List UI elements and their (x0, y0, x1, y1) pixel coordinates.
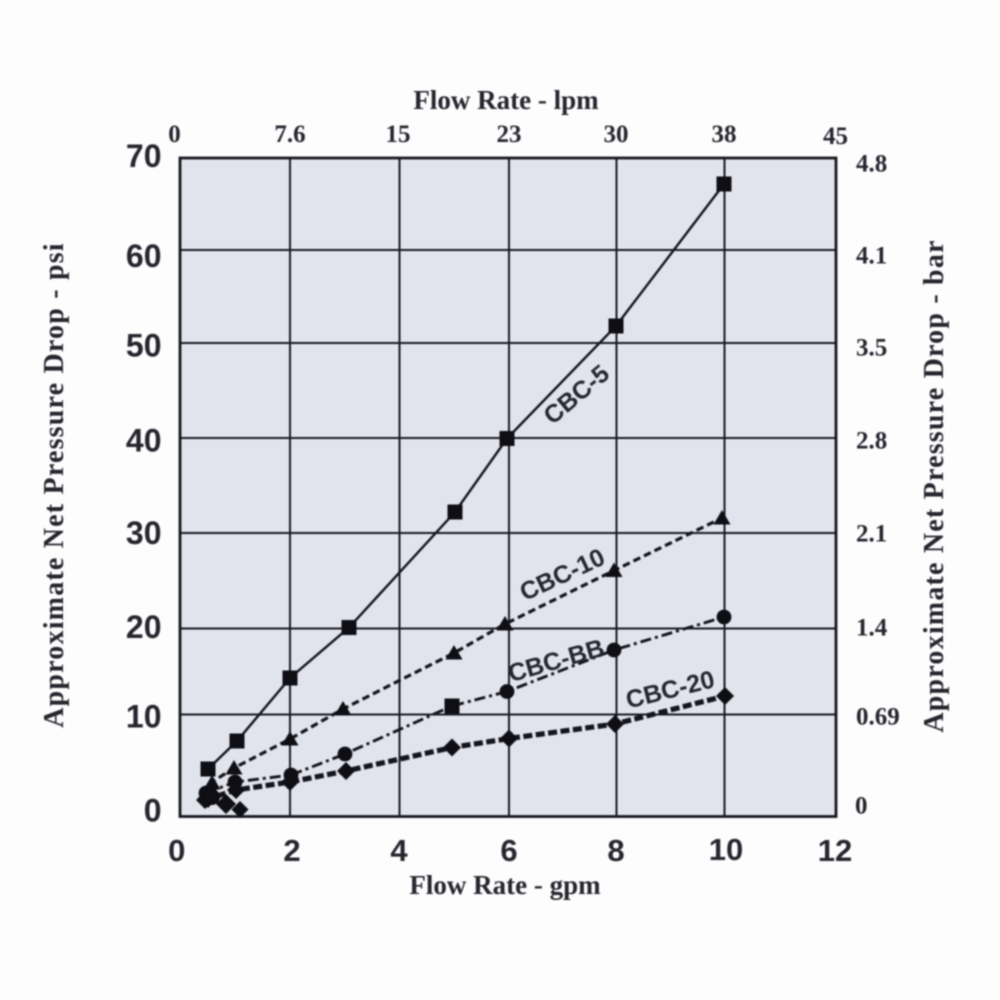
svg-text:Approximate Net Pressure Drop: Approximate Net Pressure Drop - psi (39, 242, 70, 728)
svg-text:Flow Rate - lpm: Flow Rate - lpm (413, 85, 599, 115)
svg-text:40: 40 (126, 423, 162, 459)
svg-text:8: 8 (607, 833, 624, 868)
svg-text:3.5: 3.5 (856, 335, 887, 362)
svg-text:4.1: 4.1 (856, 243, 887, 270)
svg-text:7.6: 7.6 (274, 121, 305, 148)
svg-text:4: 4 (390, 833, 408, 868)
svg-text:0: 0 (144, 793, 162, 829)
svg-text:50: 50 (126, 328, 162, 364)
svg-text:Approximate Net Pressure Drop: Approximate Net Pressure Drop - bar (919, 239, 950, 732)
svg-text:30: 30 (604, 121, 629, 148)
svg-text:0: 0 (168, 121, 181, 148)
svg-text:Flow Rate - gpm: Flow Rate - gpm (409, 870, 601, 900)
svg-text:12: 12 (818, 833, 852, 868)
svg-text:15: 15 (386, 121, 411, 148)
svg-text:0: 0 (168, 833, 185, 868)
svg-text:38: 38 (712, 121, 737, 148)
svg-text:0: 0 (855, 793, 868, 820)
svg-text:20: 20 (126, 609, 162, 645)
svg-text:6: 6 (500, 833, 517, 868)
svg-text:30: 30 (126, 515, 162, 551)
svg-text:1.4: 1.4 (856, 615, 888, 642)
svg-text:10: 10 (126, 699, 162, 735)
svg-text:2.8: 2.8 (856, 428, 887, 455)
svg-text:2: 2 (283, 833, 300, 868)
svg-text:70: 70 (126, 138, 162, 174)
svg-text:2.1: 2.1 (856, 521, 887, 548)
svg-text:23: 23 (497, 121, 522, 148)
svg-text:10: 10 (709, 832, 743, 867)
svg-text:0.69: 0.69 (856, 704, 900, 731)
svg-text:45: 45 (823, 123, 848, 150)
svg-text:60: 60 (126, 238, 162, 274)
svg-text:4.8: 4.8 (856, 151, 887, 178)
